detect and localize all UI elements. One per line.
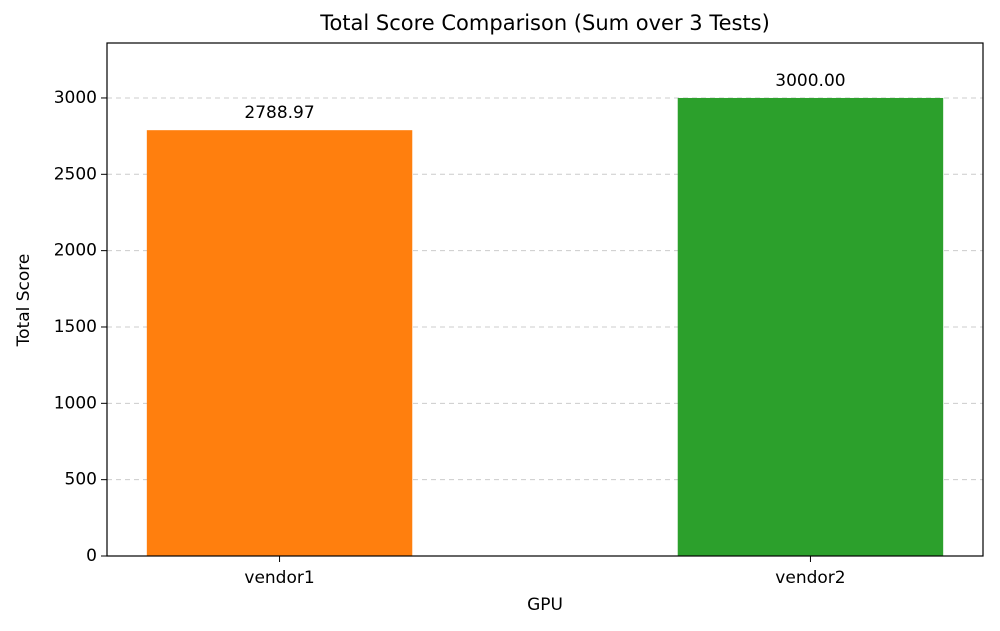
value-label: 3000.00 — [775, 71, 845, 91]
x-tick-label: vendor1 — [244, 568, 314, 588]
y-tick-label: 2000 — [54, 241, 97, 261]
bar — [677, 97, 944, 556]
y-axis-label: Total Score — [14, 254, 34, 348]
plot-frame — [106, 42, 984, 557]
chart-title: Total Score Comparison (Sum over 3 Tests… — [319, 11, 770, 35]
value-label: 2788.97 — [244, 103, 314, 123]
y-tick-label: 3000 — [54, 88, 97, 108]
y-tick-label: 1000 — [54, 393, 97, 413]
y-tick-label: 2500 — [54, 164, 97, 184]
x-tick-label: vendor2 — [775, 568, 845, 588]
y-tick-label: 0 — [86, 546, 97, 566]
y-tick-label: 500 — [65, 470, 97, 490]
y-tick-label: 1500 — [54, 317, 97, 337]
bar — [146, 130, 413, 556]
x-axis-label: GPU — [527, 595, 563, 615]
